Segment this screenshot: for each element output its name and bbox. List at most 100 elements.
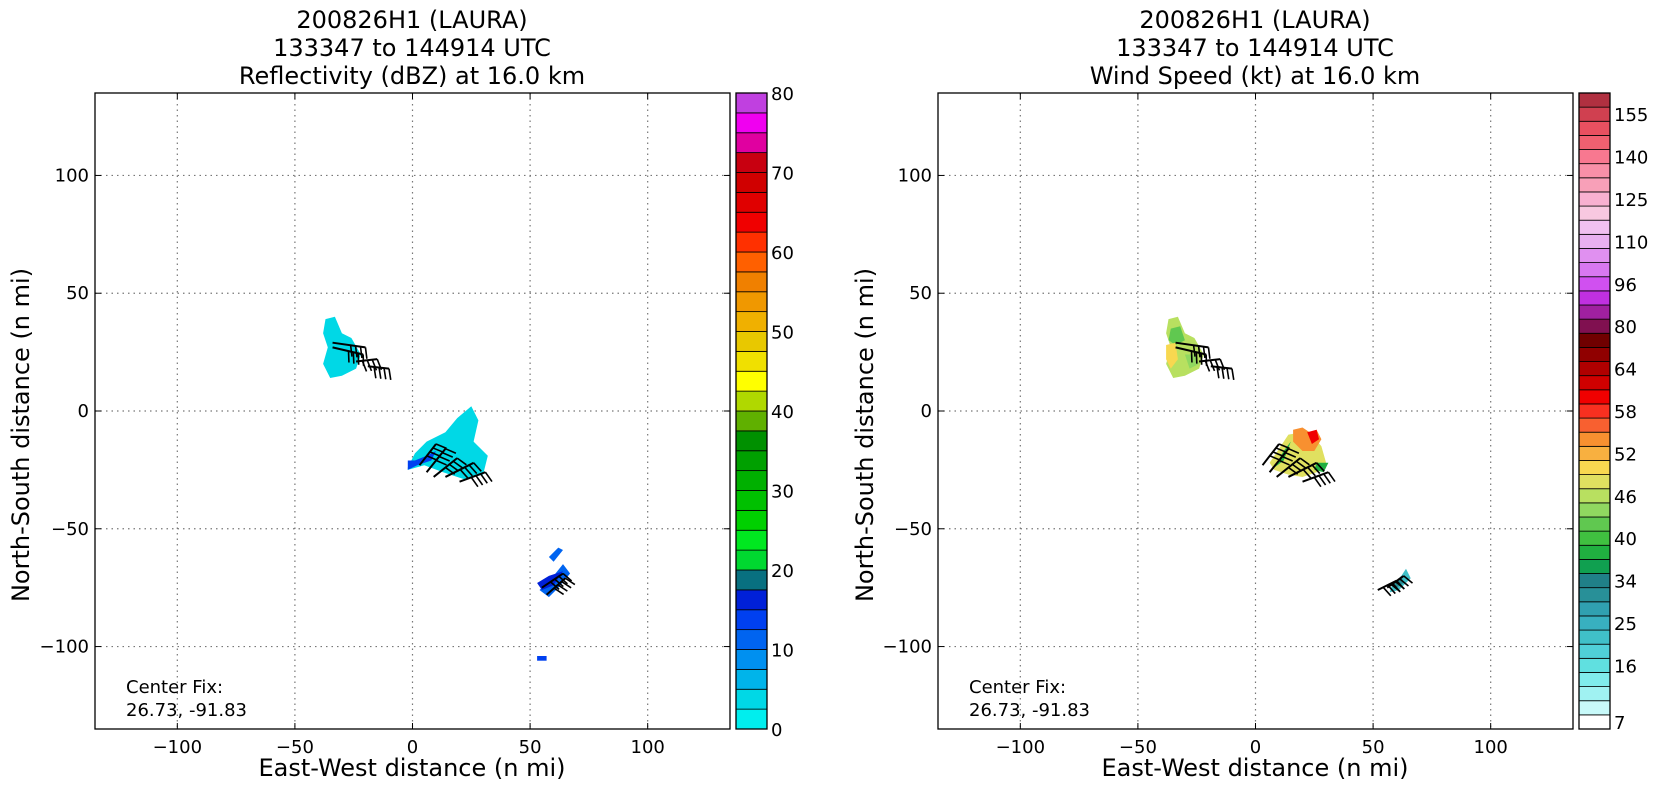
colorbar-segment [735,112,768,134]
colorbar-segment [1578,700,1611,716]
colorbar-tick-label: 110 [1614,232,1648,253]
colorbar-segment [735,490,768,511]
colorbar-segment [735,410,768,432]
colorbar-segment [735,390,768,412]
y-tick-label: 100 [898,165,932,186]
colorbar-frame [735,92,768,730]
colorbar-frame [1578,92,1611,730]
colorbar-segment [735,609,768,631]
colorbar-tick-label: 34 [1614,572,1637,593]
x-tick-label: 100 [1474,737,1508,758]
colorbar-segment [735,132,768,154]
colorbar-segment [1578,389,1611,405]
chart-title-line-1: 200826H1 (LAURA) [1139,6,1370,34]
colorbar-segment [735,211,768,233]
colorbar-segment [1578,318,1611,334]
x-tick-label: 0 [1250,737,1261,758]
colorbar-tick-label: 30 [771,482,794,503]
colorbar-segment [1578,134,1611,150]
data-region [1166,342,1178,369]
wind-barb [425,447,457,473]
wind-barb [1302,471,1336,488]
colorbar-tick-label: 20 [771,561,794,582]
colorbar-tick-label: 52 [1614,444,1637,465]
center-fix-label: Center Fix: [969,677,1066,698]
x-tick-label: 50 [519,737,542,758]
colorbar-tick-label: 80 [1614,317,1637,338]
colorbar-segment [1578,530,1611,546]
colorbar-segment [1578,149,1611,165]
colorbar-segment [1578,502,1611,518]
y-axis-label: North-South distance (n mi) [7,268,35,602]
x-tick-label: −100 [153,737,202,758]
reflectivity-panel: 200826H1 (LAURA) 133347 to 144914 UTC Re… [7,6,794,782]
colorbar-tick-label: 25 [1614,614,1637,635]
plot-area: −100 −50 0 50 100 −100 −50 0 50 100 [40,92,731,758]
wind-barb [1198,358,1226,372]
colorbar-segment [1578,361,1611,377]
colorbar-segment [735,331,768,352]
colorbar-segment [735,629,768,650]
chart-title-line-2: 133347 to 144914 UTC [1116,34,1394,62]
wind-barb [355,358,383,372]
colorbar-segment [1578,233,1611,249]
colorbar-tick-label: 155 [1614,105,1648,126]
x-axis-label: East-West distance (n mi) [258,754,565,782]
colorbar-segment [735,450,768,472]
colorbar-segment [735,509,768,531]
wind-barb [459,471,493,488]
colorbar-segment [735,649,768,670]
colorbar-tick-label: 40 [1614,529,1637,550]
colorbar-tick-label: 58 [1614,402,1637,423]
colorbar-segment [1578,445,1611,461]
colorbar-segment [735,470,768,491]
colorbar-tick-label: 7 [1614,713,1625,734]
colorbar-segment [735,708,768,730]
wind-barb [418,443,447,466]
colorbar-segment [735,569,768,591]
chart-title-line-3: Reflectivity (dBZ) at 16.0 km [239,62,585,90]
colorbar-segment [1578,205,1611,221]
wind-barb [545,577,576,596]
wind-barb [1287,461,1325,479]
wind-barb [367,365,392,380]
data-region [323,316,361,378]
colorbar-tick-label: 80 [771,84,794,105]
colorbar-segment [1578,163,1611,179]
colorbar-tick-label: 125 [1614,190,1648,211]
colorbar-segment [735,251,768,273]
center-fix-value: 26.73, -91.83 [969,700,1090,721]
colorbar: 7 16 25 34 40 46 52 58 64 80 96 110 125 140 155 [1578,92,1648,734]
colorbar-segment [735,291,768,313]
colorbar-segment [1578,92,1611,108]
y-tick-label: −50 [51,519,89,540]
data-region [407,451,436,470]
colorbar-tick-label: 50 [771,323,794,344]
chart-title-line-3: Wind Speed (kt) at 16.0 km [1090,62,1421,90]
colorbar-segment [735,370,768,392]
x-tick-label: −50 [1119,737,1157,758]
colorbar-segment [735,549,768,571]
colorbar-segment [1578,657,1611,673]
x-tick-label: 50 [1362,737,1385,758]
y-tick-label: 50 [909,283,932,304]
data-region [1307,429,1319,444]
colorbar-segment [1578,262,1611,278]
colorbar-segment [735,529,768,551]
colorbar-segment [735,191,768,213]
center-fix-label: Center Fix: [126,677,223,698]
colorbar: 0 10 20 30 40 50 60 70 80 [735,84,794,741]
colorbar-segment [1578,559,1611,574]
wind-barb [332,341,368,359]
colorbar-segment [735,152,768,173]
colorbar-tick-label: 10 [771,641,794,662]
center-fix-value: 26.73, -91.83 [126,700,247,721]
colorbar-segment [735,430,768,452]
colorbar-segment [1578,686,1611,702]
colorbar-segment [735,231,768,253]
y-tick-label: 50 [66,283,89,304]
wind-barb [1268,447,1300,473]
colorbar-tick-label: 140 [1614,148,1648,169]
colorbar-segment [1578,615,1611,631]
